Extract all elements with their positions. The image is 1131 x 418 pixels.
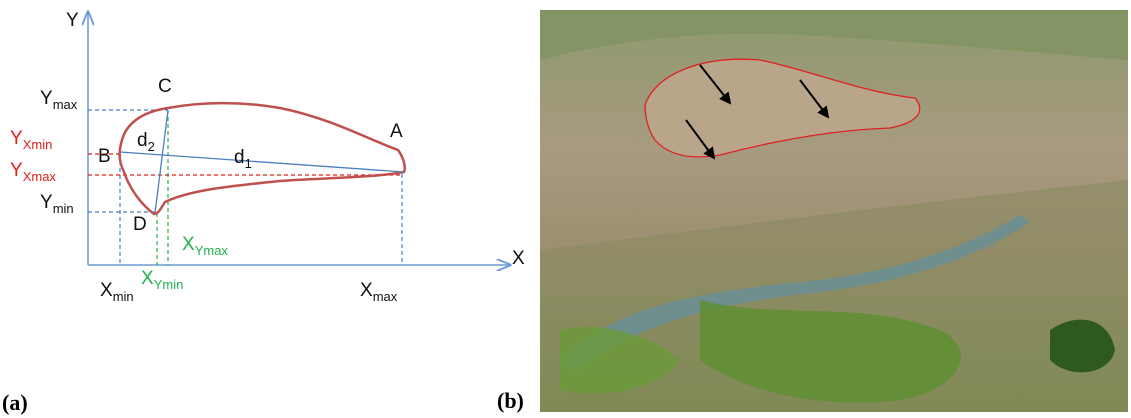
caption: (b) (497, 388, 524, 413)
label: YXmax (10, 160, 56, 184)
d2-line (155, 110, 168, 213)
label: C (158, 76, 172, 97)
label: Y (66, 10, 79, 31)
figure: Y X C A B D d2 d1 Ymax YXmin YXmax Ymin … (0, 0, 1131, 418)
label: D (133, 214, 147, 235)
label: d1 (234, 147, 252, 171)
label: XYmax (182, 234, 228, 258)
label: Ymin (40, 192, 74, 216)
label: Xmax (360, 280, 398, 304)
label: YXmin (10, 128, 52, 152)
panel-a: Y X C A B D d2 d1 Ymax YXmin YXmax Ymin … (2, 10, 525, 415)
label: d2 (137, 130, 155, 154)
label: B (98, 146, 111, 167)
label: XYmin (141, 268, 183, 292)
label: X (512, 248, 525, 269)
panel-b: (b) (497, 10, 1128, 413)
label: A (390, 121, 403, 142)
caption: (a) (2, 390, 28, 415)
label: Ymax (40, 88, 78, 112)
label: Xmin (100, 280, 134, 304)
